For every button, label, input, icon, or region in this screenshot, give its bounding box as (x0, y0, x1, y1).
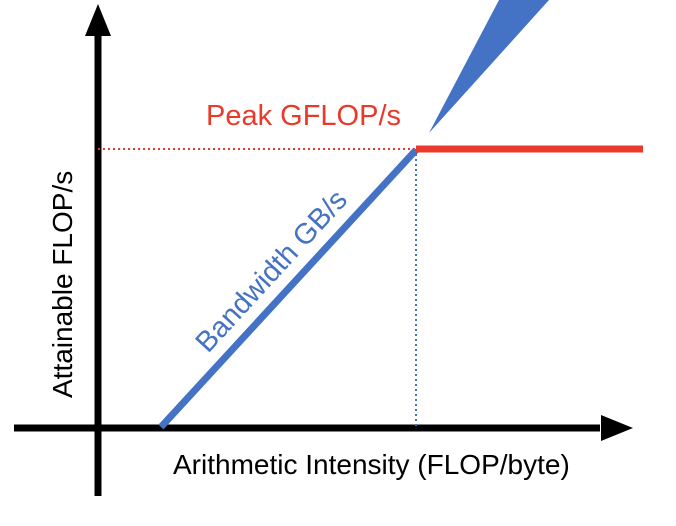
ridge-point-pointer (429, 0, 549, 133)
x-axis-arrowhead (601, 415, 633, 441)
peak-label: Peak GFLOP/s (206, 100, 401, 132)
x-axis-label: Arithmetic Intensity (FLOP/byte) (173, 449, 570, 480)
bandwidth-label: Bandwidth GB/s (190, 184, 354, 359)
y-axis-arrowhead (85, 4, 111, 36)
y-axis-label: Attainable FLOP/s (47, 171, 78, 398)
bandwidth-roof-line (158, 147, 419, 430)
